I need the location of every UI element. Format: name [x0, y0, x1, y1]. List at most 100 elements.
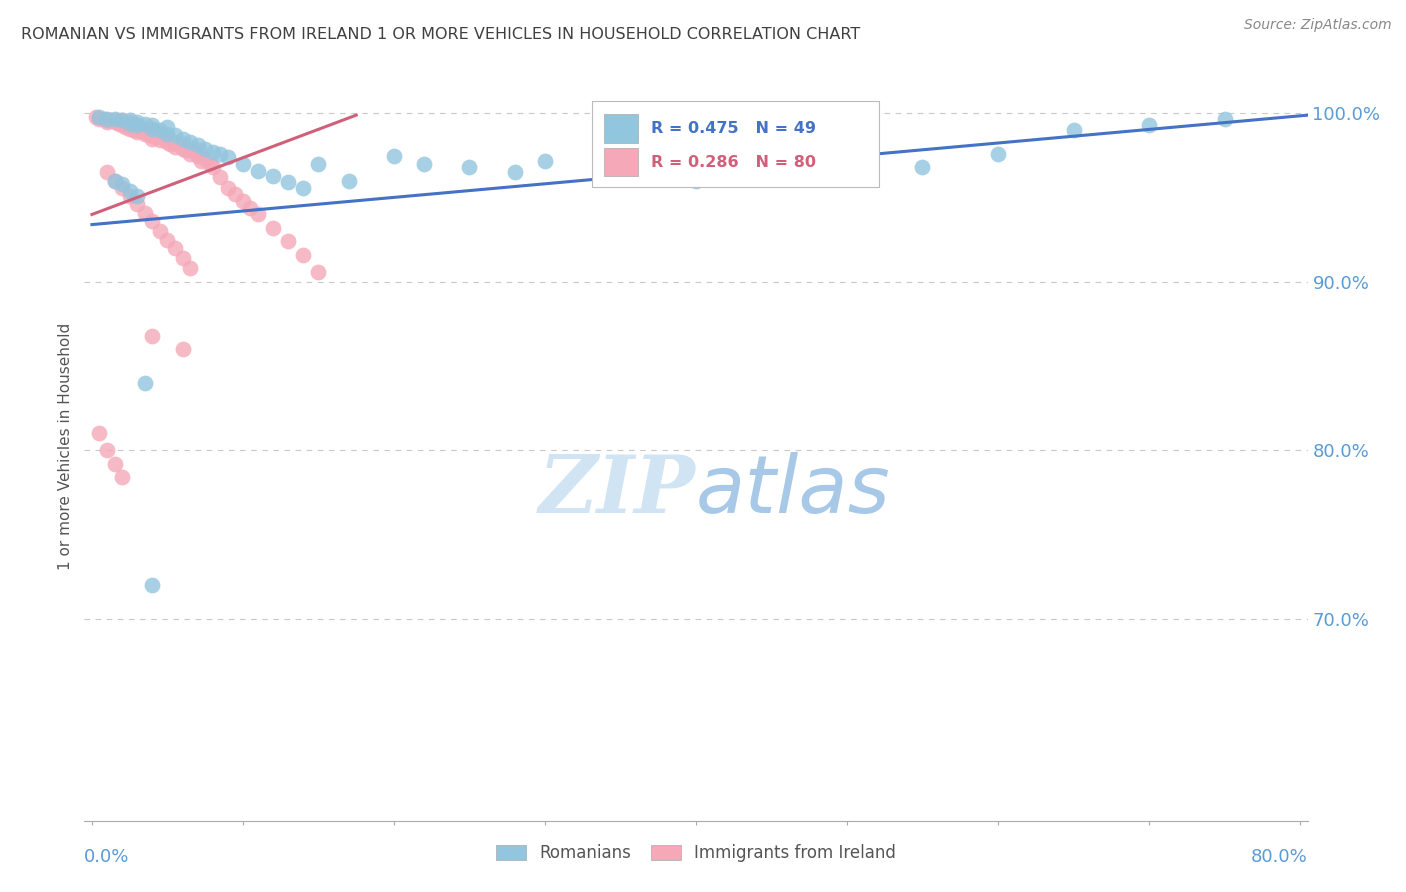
Point: [118, 113, 141, 128]
Point: [1213, 112, 1236, 126]
Point: [1137, 118, 1160, 132]
Point: [96, 165, 118, 179]
Text: atlas: atlas: [696, 452, 891, 530]
Point: [86, 110, 108, 124]
Point: [89, 112, 111, 126]
Point: [134, 117, 156, 131]
Point: [118, 118, 141, 132]
Point: [183, 145, 205, 160]
Point: [149, 133, 172, 147]
Point: [96, 115, 118, 129]
Point: [134, 127, 156, 141]
Point: [179, 135, 201, 149]
Point: [172, 252, 194, 266]
Point: [198, 157, 221, 171]
Point: [138, 128, 160, 143]
Point: [835, 157, 858, 171]
Point: [98, 113, 121, 128]
Point: [141, 214, 163, 228]
Point: [118, 117, 141, 131]
Point: [143, 130, 166, 145]
Point: [534, 153, 557, 168]
Point: [382, 148, 405, 162]
Point: [134, 206, 156, 220]
Point: [172, 132, 194, 146]
Y-axis label: 1 or more Vehicles in Household: 1 or more Vehicles in Household: [58, 322, 73, 570]
Point: [163, 128, 186, 143]
Point: [111, 117, 134, 131]
Point: [307, 157, 329, 171]
Point: [156, 233, 179, 247]
Point: [458, 161, 481, 175]
Point: [89, 426, 111, 441]
Point: [503, 165, 526, 179]
Point: [111, 177, 134, 191]
Point: [96, 443, 118, 458]
Point: [141, 132, 163, 146]
Point: [149, 224, 172, 238]
Point: [127, 197, 149, 211]
Point: [201, 161, 224, 175]
Point: [609, 161, 631, 175]
Point: [96, 113, 118, 128]
Point: [118, 121, 141, 136]
Point: [141, 328, 163, 343]
Point: [134, 376, 156, 390]
Point: [277, 235, 299, 249]
Point: [103, 174, 125, 188]
Text: 80.0%: 80.0%: [1251, 848, 1308, 866]
Point: [129, 123, 152, 137]
Point: [118, 189, 141, 203]
Point: [190, 153, 212, 168]
Point: [172, 342, 194, 356]
Point: [224, 187, 246, 202]
Point: [138, 125, 160, 139]
Point: [156, 135, 179, 149]
Point: [103, 113, 125, 128]
Point: [127, 118, 149, 132]
Text: R = 0.286   N = 80: R = 0.286 N = 80: [651, 154, 815, 169]
Point: [134, 121, 156, 136]
Point: [217, 150, 239, 164]
Point: [141, 127, 163, 141]
Point: [103, 115, 125, 129]
Text: Source: ZipAtlas.com: Source: ZipAtlas.com: [1244, 18, 1392, 32]
Point: [122, 120, 145, 134]
Point: [413, 157, 436, 171]
Point: [194, 152, 217, 166]
FancyBboxPatch shape: [592, 102, 880, 187]
Text: R = 0.475   N = 49: R = 0.475 N = 49: [651, 120, 815, 136]
Point: [103, 112, 125, 126]
Point: [114, 120, 136, 134]
Point: [163, 135, 186, 149]
Point: [232, 157, 254, 171]
Point: [201, 145, 224, 160]
Point: [149, 128, 172, 143]
Bar: [605, 148, 638, 177]
Point: [187, 148, 209, 162]
Point: [174, 144, 197, 158]
Point: [127, 125, 149, 139]
Point: [292, 180, 315, 194]
Point: [911, 161, 934, 175]
Point: [118, 184, 141, 198]
Point: [127, 121, 149, 136]
Text: ZIP: ZIP: [538, 452, 696, 530]
Point: [685, 174, 707, 188]
Point: [163, 140, 186, 154]
Point: [209, 170, 232, 185]
Point: [172, 136, 194, 151]
Point: [127, 118, 149, 132]
Point: [292, 248, 315, 262]
Point: [111, 113, 134, 128]
Point: [172, 142, 194, 156]
Point: [156, 120, 179, 134]
Point: [122, 123, 145, 137]
Point: [277, 176, 299, 190]
Point: [114, 118, 136, 132]
Point: [149, 123, 172, 137]
Point: [111, 470, 134, 484]
Point: [96, 112, 118, 126]
Point: [209, 146, 232, 161]
Point: [108, 115, 131, 129]
